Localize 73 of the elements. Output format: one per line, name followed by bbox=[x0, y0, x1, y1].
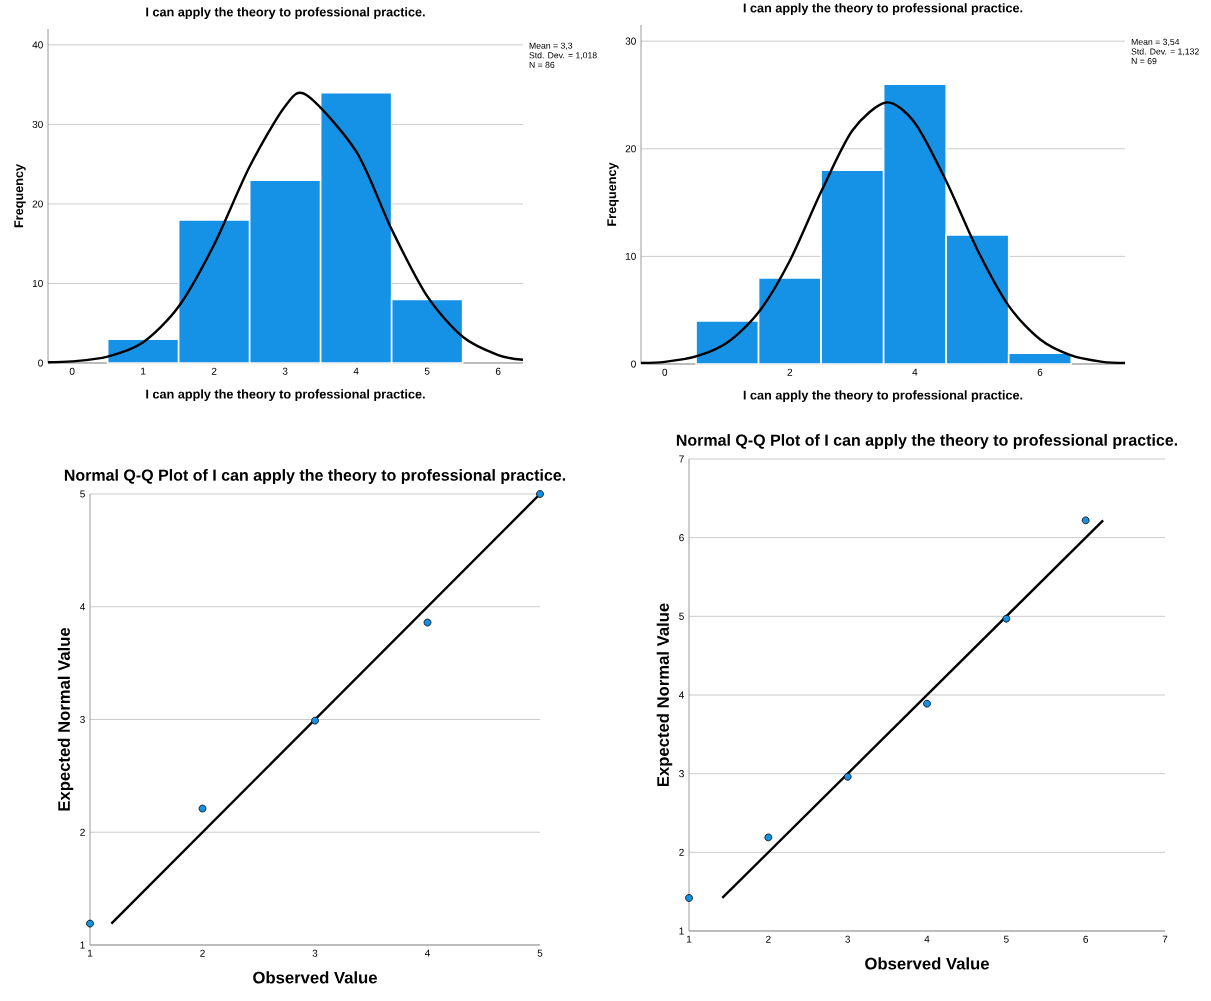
y-tick-label: 2 bbox=[80, 828, 85, 836]
x-tick-label: 4 bbox=[924, 935, 930, 943]
y-tick-label: 40 bbox=[32, 41, 43, 49]
y-axis-title: Expected Normal Value bbox=[57, 627, 74, 811]
x-axis-title: I can apply the theory to professional practice. bbox=[146, 389, 425, 402]
x-tick-label: 5 bbox=[537, 949, 543, 957]
x-tick-label: 4 bbox=[912, 368, 918, 376]
x-axis-title: I can apply the theory to professional practice. bbox=[743, 390, 1023, 403]
y-tick-label: 20 bbox=[32, 200, 43, 208]
chart-title: Normal Q-Q Plot of I can apply the theory to professional practice. bbox=[64, 469, 566, 484]
y-tick-label: 10 bbox=[32, 279, 43, 288]
x-tick-label: 6 bbox=[495, 367, 501, 375]
point bbox=[764, 833, 773, 842]
chart-title: I can apply the theory to professional practice. bbox=[743, 3, 1023, 15]
chart-title: I can apply the theory to professional practice. bbox=[146, 7, 425, 19]
y-tick-label: 1 bbox=[679, 927, 684, 935]
x-tick-label: 6 bbox=[1083, 935, 1089, 943]
text: Mean = 3,3 bbox=[529, 42, 573, 50]
x-tick-label: 3 bbox=[845, 935, 851, 943]
y-tick-label: 3 bbox=[80, 715, 85, 724]
point bbox=[685, 894, 693, 902]
y-tick-label: 7 bbox=[679, 455, 684, 463]
x-tick-label: 7 bbox=[1162, 935, 1168, 943]
x-tick-label: 1 bbox=[686, 935, 692, 943]
y-tick-label: 5 bbox=[80, 490, 85, 498]
point bbox=[86, 919, 94, 928]
y-tick-label: 30 bbox=[32, 120, 43, 128]
x-tick-label: 5 bbox=[1003, 935, 1009, 943]
x-axis-title: Observed Value bbox=[865, 957, 989, 970]
y-tick-label: 4 bbox=[79, 603, 85, 611]
x-tick-label: 0 bbox=[69, 367, 75, 375]
x-tick-label: 2 bbox=[787, 368, 793, 376]
y-tick-label: 0 bbox=[38, 359, 43, 367]
text: Std. Dev. = 1,018 bbox=[529, 52, 597, 60]
point bbox=[1002, 614, 1011, 623]
x-tick-label: 2 bbox=[200, 949, 205, 957]
y-tick-label: 3 bbox=[679, 770, 684, 778]
y-axis-title: Expected Normal Value bbox=[656, 603, 673, 787]
x-tick-label: 5 bbox=[424, 367, 430, 375]
y-axis-title: Frequency bbox=[607, 162, 619, 226]
x-tick-label: 0 bbox=[662, 368, 668, 376]
y-tick-label: 6 bbox=[679, 534, 684, 542]
point bbox=[423, 618, 432, 627]
text: N = 69 bbox=[1131, 58, 1157, 65]
x-tick-label: 1 bbox=[87, 949, 93, 957]
x-tick-label: 3 bbox=[282, 367, 288, 375]
point bbox=[311, 716, 319, 725]
y-tick-label: 5 bbox=[679, 612, 684, 620]
x-tick-label: 2 bbox=[766, 935, 771, 943]
x-tick-label: 1 bbox=[141, 367, 146, 375]
text: Std. Dev. = 1,132 bbox=[1131, 48, 1199, 56]
y-tick-label: 1 bbox=[80, 941, 85, 949]
text: N = 86 bbox=[529, 61, 555, 68]
point bbox=[843, 772, 852, 781]
point bbox=[536, 490, 544, 498]
point bbox=[923, 699, 931, 708]
x-tick-label: 6 bbox=[1037, 368, 1043, 376]
text: Mean = 3,54 bbox=[1131, 38, 1180, 46]
x-tick-label: 3 bbox=[312, 949, 318, 957]
y-axis-title: Frequency bbox=[14, 164, 26, 228]
y-tick-label: 2 bbox=[679, 848, 684, 856]
point bbox=[198, 804, 207, 813]
y-tick-label: 0 bbox=[631, 360, 636, 368]
x-tick-label: 4 bbox=[424, 949, 430, 957]
y-tick-label: 30 bbox=[625, 37, 636, 45]
x-tick-label: 4 bbox=[353, 367, 359, 375]
x-tick-label: 2 bbox=[211, 367, 217, 375]
chart-title: Normal Q-Q Plot of I can apply the theory to professional practice. bbox=[676, 434, 1178, 449]
x-axis-title: Observed Value bbox=[253, 971, 377, 984]
point bbox=[1081, 516, 1090, 525]
y-tick-label: 4 bbox=[678, 691, 684, 699]
y-tick-label: 10 bbox=[625, 252, 636, 260]
y-tick-label: 20 bbox=[625, 145, 636, 153]
